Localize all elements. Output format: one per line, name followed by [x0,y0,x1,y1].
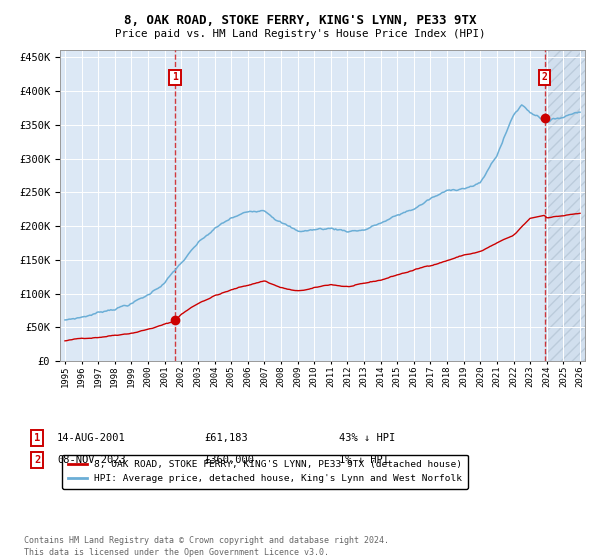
Text: 1% ↓ HPI: 1% ↓ HPI [339,455,389,465]
Text: 1: 1 [34,433,40,443]
Text: 2: 2 [542,72,548,82]
Text: 1: 1 [172,72,178,82]
Bar [545,50,589,361]
Text: £360,000: £360,000 [204,455,254,465]
Text: 2: 2 [34,455,40,465]
Text: Contains HM Land Registry data © Crown copyright and database right 2024.
This d: Contains HM Land Registry data © Crown c… [24,536,389,557]
Text: £61,183: £61,183 [204,433,248,443]
Legend: 8, OAK ROAD, STOKE FERRY, KING'S LYNN, PE33 9TX (detached house), HPI: Average p: 8, OAK ROAD, STOKE FERRY, KING'S LYNN, P… [62,455,468,488]
Text: 43% ↓ HPI: 43% ↓ HPI [339,433,395,443]
Text: 14-AUG-2001: 14-AUG-2001 [57,433,126,443]
Text: 8, OAK ROAD, STOKE FERRY, KING'S LYNN, PE33 9TX: 8, OAK ROAD, STOKE FERRY, KING'S LYNN, P… [124,14,476,27]
Text: Price paid vs. HM Land Registry's House Price Index (HPI): Price paid vs. HM Land Registry's House … [115,29,485,39]
Text: 08-NOV-2023: 08-NOV-2023 [57,455,126,465]
